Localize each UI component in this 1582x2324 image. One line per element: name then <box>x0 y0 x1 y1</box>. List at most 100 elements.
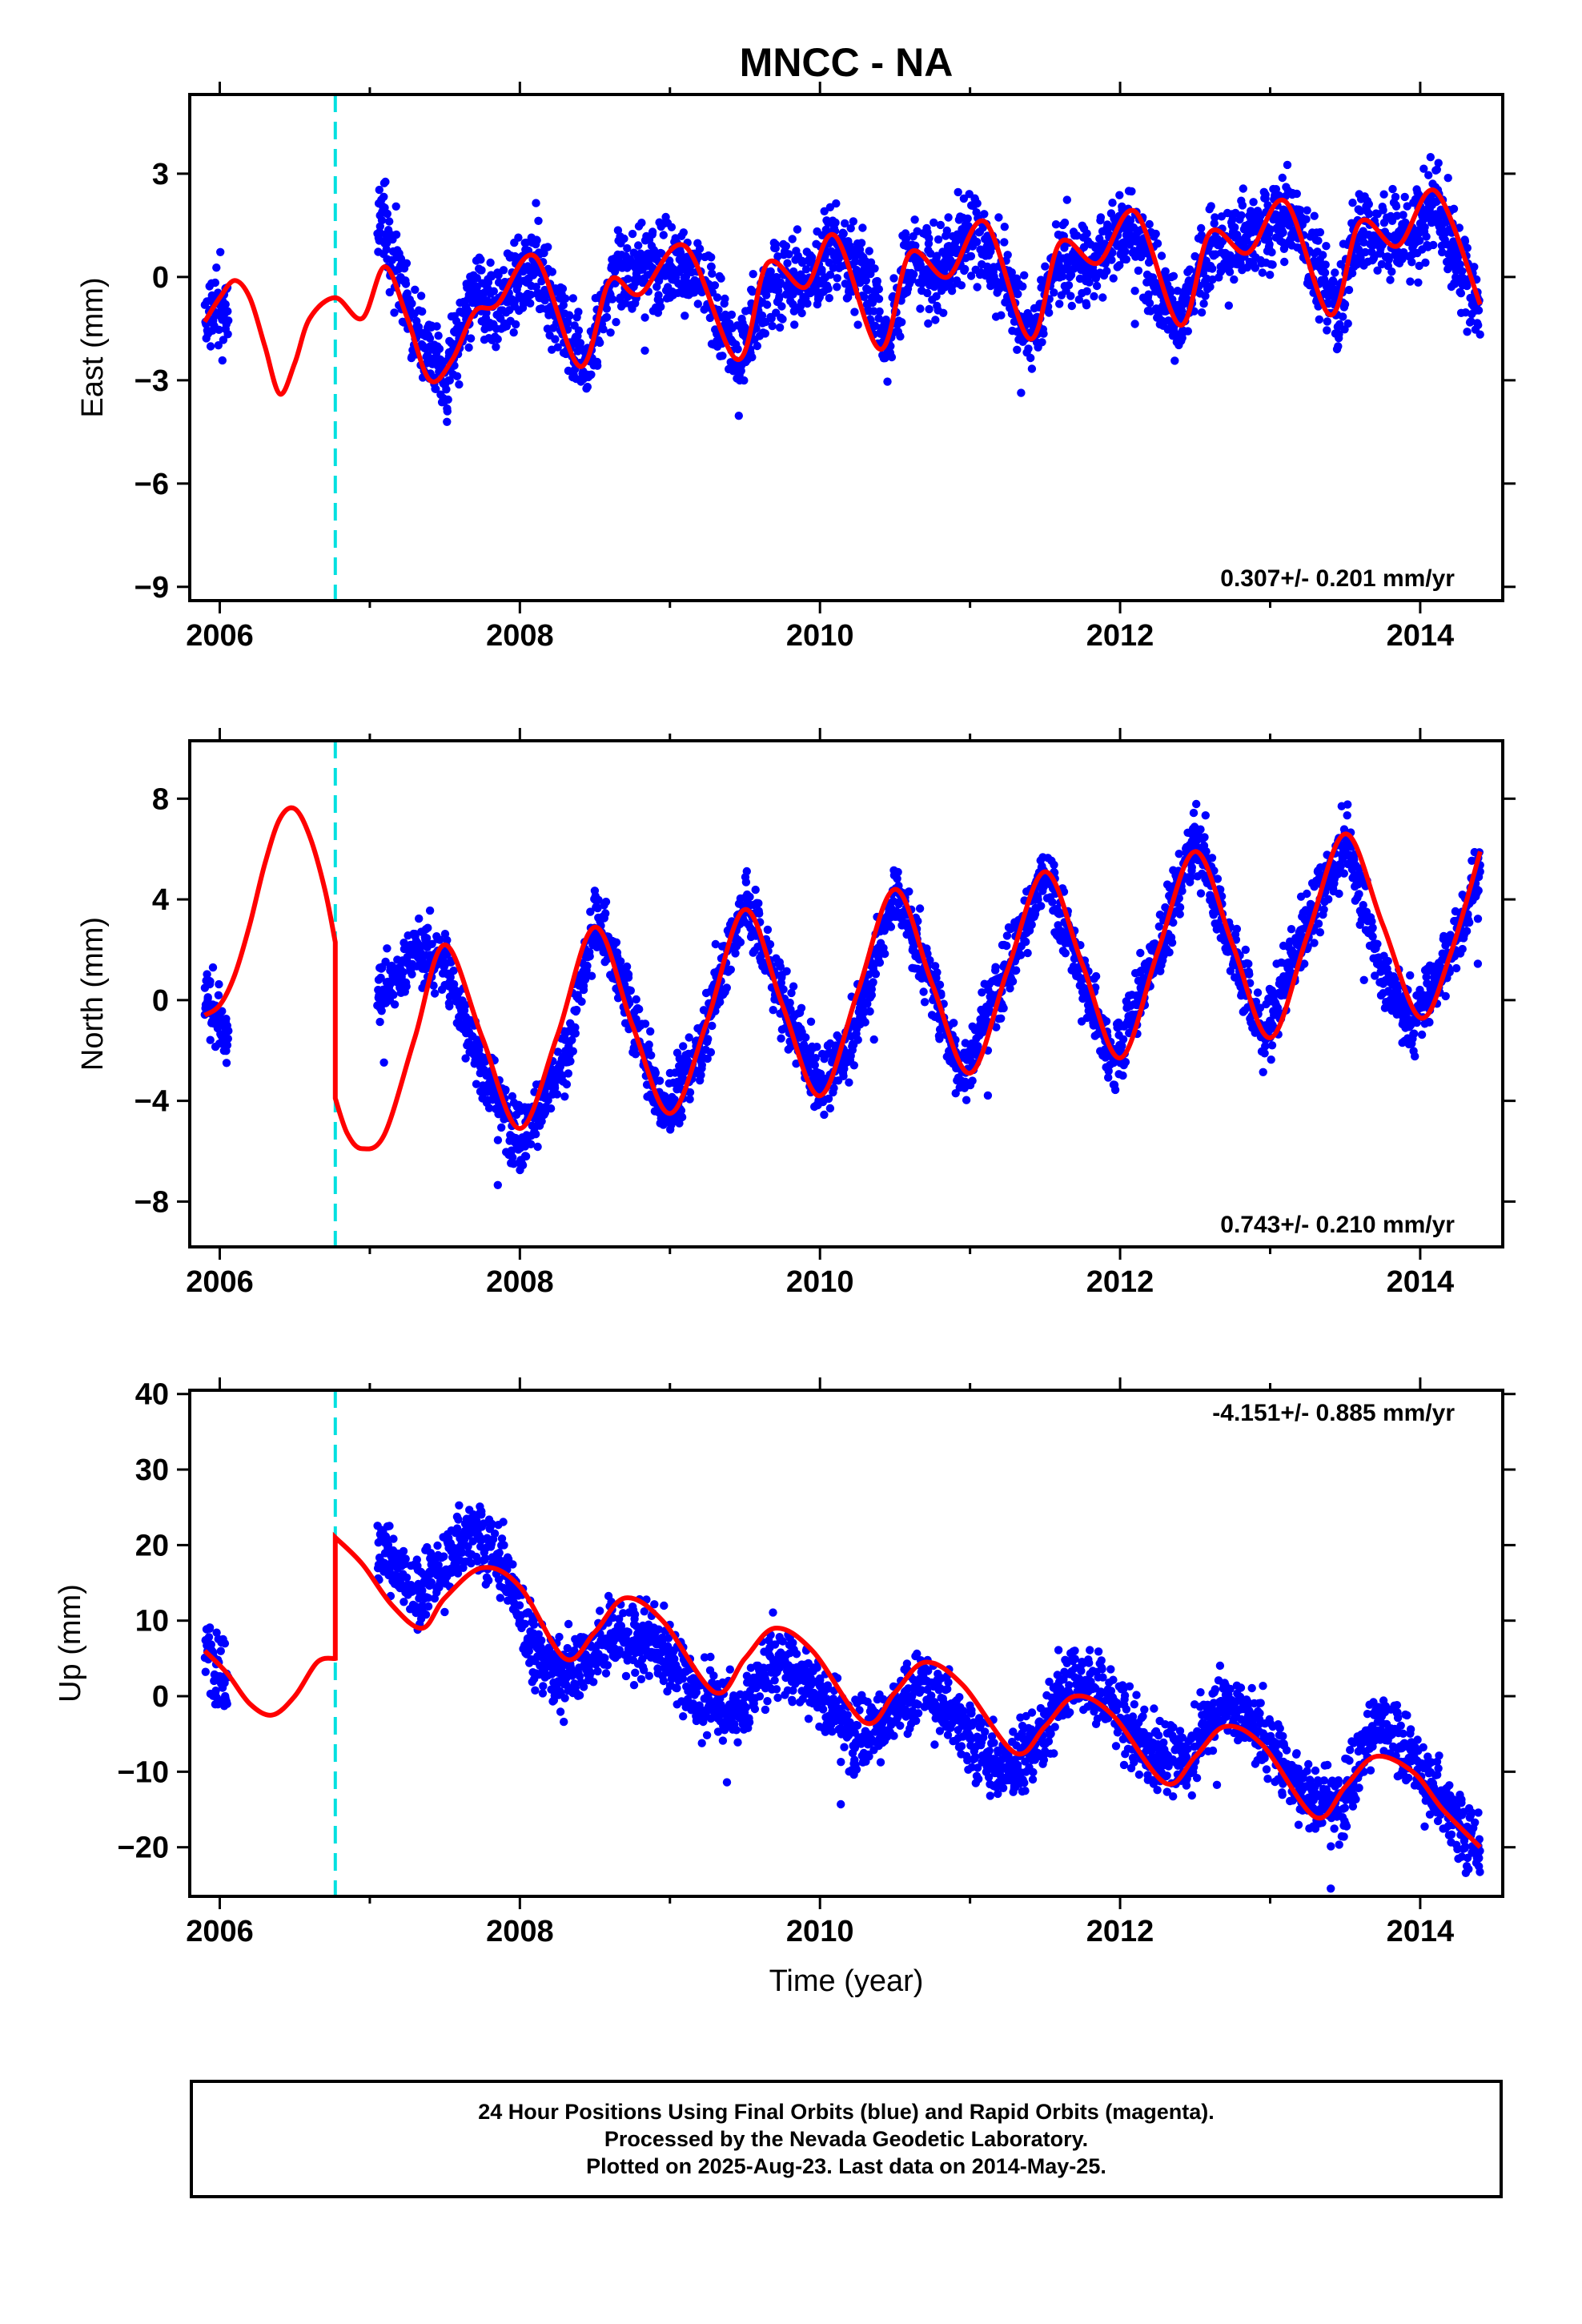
data-point <box>857 239 866 247</box>
data-point <box>631 1050 640 1059</box>
data-point <box>1359 238 1368 247</box>
data-point <box>923 949 932 959</box>
data-point <box>214 341 223 350</box>
data-point <box>1400 192 1409 202</box>
data-point <box>703 1054 712 1063</box>
data-point <box>587 370 596 379</box>
data-point <box>726 965 735 975</box>
data-point <box>1169 918 1178 927</box>
data-point <box>635 1005 644 1014</box>
data-point <box>932 292 941 301</box>
data-point <box>1118 1041 1126 1051</box>
data-point <box>1456 289 1466 298</box>
data-point <box>1388 184 1397 194</box>
data-point <box>667 223 677 231</box>
data-point <box>781 242 791 251</box>
data-point <box>1344 285 1354 295</box>
data-point <box>1115 191 1124 199</box>
data-point <box>1460 237 1470 246</box>
data-point <box>749 270 757 279</box>
data-point <box>733 344 742 354</box>
data-point <box>834 255 843 263</box>
data-point <box>513 280 523 289</box>
data-point <box>1329 277 1338 287</box>
data-point <box>865 1007 874 1016</box>
data-point <box>215 325 223 334</box>
data-point <box>1422 232 1431 241</box>
data-point <box>1192 799 1201 809</box>
data-point <box>925 234 934 243</box>
data-point <box>526 290 535 300</box>
data-point <box>722 983 731 992</box>
data-point <box>1335 330 1343 339</box>
data-point <box>704 1035 713 1043</box>
data-point <box>887 352 897 362</box>
data-point <box>447 958 456 967</box>
data-point <box>679 1042 688 1051</box>
data-point <box>777 979 785 987</box>
data-point <box>757 311 767 320</box>
data-point <box>211 278 219 287</box>
data-point <box>461 1054 470 1063</box>
data-point <box>571 1029 580 1038</box>
data-point <box>1467 317 1476 326</box>
data-point <box>1161 267 1170 275</box>
data-point <box>1085 278 1094 287</box>
data-point <box>863 999 872 1008</box>
data-point <box>601 909 610 918</box>
data-point <box>483 296 492 305</box>
data-point <box>797 308 806 318</box>
data-point <box>493 1180 502 1190</box>
data-point <box>706 1047 716 1057</box>
data-point <box>1167 938 1177 947</box>
data-point <box>1045 308 1054 317</box>
data-point <box>223 1034 232 1043</box>
data-point <box>1347 269 1357 278</box>
data-point <box>1183 327 1193 336</box>
data-point <box>561 294 570 303</box>
data-point <box>1343 319 1352 328</box>
data-point <box>445 1002 454 1011</box>
data-point <box>624 275 632 283</box>
data-point <box>434 332 443 340</box>
data-point <box>1438 247 1447 257</box>
plot-frame <box>188 93 1504 602</box>
data-point <box>893 875 901 883</box>
data-point <box>727 310 737 320</box>
data-point <box>741 878 751 887</box>
data-point <box>1137 967 1146 975</box>
data-point <box>813 1043 821 1051</box>
data-point <box>585 952 594 961</box>
data-point <box>221 300 230 309</box>
data-point <box>1210 219 1219 228</box>
data-point <box>379 192 388 201</box>
data-point <box>736 938 745 947</box>
data-point <box>648 227 657 236</box>
data-point <box>562 1080 572 1089</box>
data-point <box>839 229 848 238</box>
data-point <box>1225 267 1235 276</box>
data-point <box>825 294 834 303</box>
data-point <box>540 296 549 305</box>
data-point <box>1127 187 1136 196</box>
data-point <box>1392 211 1402 220</box>
data-point <box>913 917 922 926</box>
data-point <box>203 993 212 1002</box>
data-point <box>963 214 972 223</box>
data-point <box>1104 1073 1113 1082</box>
data-point <box>915 904 925 913</box>
data-point <box>896 332 905 341</box>
data-point <box>521 1152 531 1161</box>
data-point <box>1415 236 1424 245</box>
data-point <box>825 1104 835 1113</box>
data-point <box>1058 271 1067 281</box>
data-point <box>378 963 387 972</box>
data-point <box>624 970 633 979</box>
data-point <box>1238 201 1247 210</box>
data-point <box>443 407 452 416</box>
data-point <box>593 361 602 370</box>
data-point <box>1265 239 1274 249</box>
data-point <box>526 1140 536 1149</box>
data-point <box>1434 159 1443 167</box>
